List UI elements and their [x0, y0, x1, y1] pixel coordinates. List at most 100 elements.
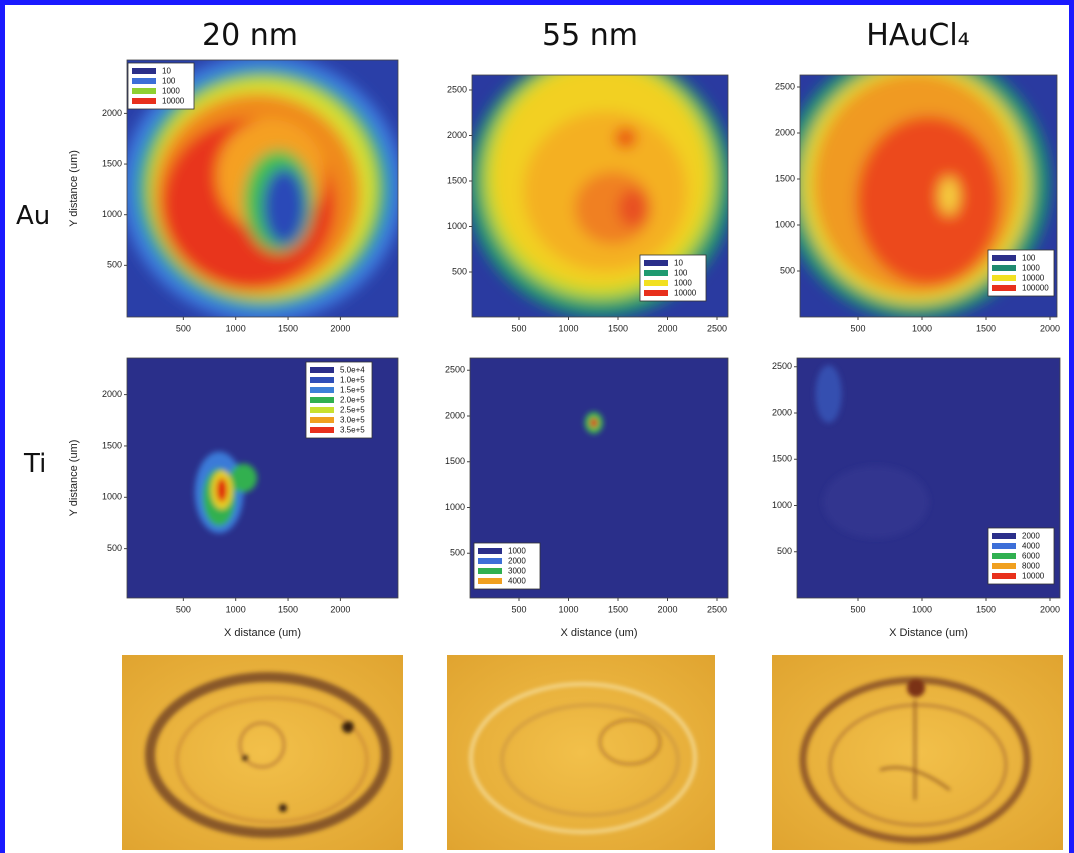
legend-label: 4000: [1022, 542, 1040, 551]
heatmap-region: [939, 177, 960, 216]
legend-swatch: [310, 407, 334, 413]
legend-label: 10000: [1022, 572, 1045, 581]
x-tick-label: 1500: [976, 323, 996, 333]
y-tick-label: 1500: [445, 456, 465, 466]
x-tick-label: 500: [511, 604, 526, 614]
legend-label: 2.5e+5: [340, 406, 365, 415]
legend-label: 2.0e+5: [340, 396, 365, 405]
legend-label: 1.0e+5: [340, 376, 365, 385]
y-axis-label: Y distance (um): [68, 440, 80, 517]
column-title: 55 nm: [542, 18, 638, 53]
y-tick-label: 500: [107, 260, 122, 270]
heatmap-region: [590, 418, 598, 428]
y-tick-label: 500: [452, 266, 467, 276]
legend-swatch: [992, 265, 1016, 271]
x-axis-label: X Distance (um): [889, 627, 968, 639]
figure: 20 nm 55 nm HAuCl₄ Au 2000 1500 1000 500 500 1000…: [0, 0, 1074, 853]
legend-label: 1000: [674, 279, 692, 288]
y-tick-label: 1500: [102, 440, 122, 450]
y-tick-label: 2000: [102, 108, 122, 118]
y-tick-label: 2500: [445, 365, 465, 375]
legend-swatch: [478, 568, 502, 574]
legend-swatch: [644, 260, 668, 266]
x-tick-label: 2000: [330, 323, 350, 333]
y-tick-label: 2500: [447, 84, 467, 94]
y-tick-label: 1500: [102, 158, 122, 168]
y-tick-label: 500: [107, 543, 122, 553]
legend-swatch: [478, 548, 502, 554]
legend-swatch: [310, 397, 334, 403]
legend-label: 100: [674, 269, 688, 278]
y-tick-label: 2000: [775, 127, 795, 137]
legend-swatch: [310, 387, 334, 393]
legend-label: 10000: [674, 289, 697, 298]
heatmap-region: [857, 116, 1001, 285]
x-tick-label: 1000: [226, 323, 246, 333]
photo: [447, 655, 715, 850]
y-tick-label: 1000: [447, 221, 467, 231]
y-tick-label: 2000: [772, 407, 792, 417]
legend-label: 5.0e+4: [340, 366, 365, 375]
x-tick-label: 1000: [912, 323, 932, 333]
legend-label: 100000: [1022, 284, 1049, 293]
photos: [122, 655, 1063, 850]
x-tick-label: 2000: [1040, 604, 1060, 614]
legend-swatch: [132, 88, 156, 94]
x-tick-label: 1500: [608, 604, 628, 614]
x-tick-label: 2500: [707, 604, 727, 614]
legend-swatch: [992, 255, 1016, 261]
legend-swatch: [992, 533, 1016, 539]
legend-swatch: [310, 377, 334, 383]
legend-label: 8000: [1022, 562, 1040, 571]
legend-swatch: [310, 417, 334, 423]
photo: [772, 655, 1063, 850]
column-title: HAuCl₄: [866, 18, 969, 53]
row-label: Ti: [23, 449, 46, 479]
y-tick-label: 2500: [775, 81, 795, 91]
x-axis-label: X distance (um): [224, 627, 301, 639]
photo: [122, 655, 403, 850]
y-tick-label: 1500: [772, 454, 792, 464]
heatmap-region: [263, 168, 306, 245]
x-tick-label: 1500: [278, 604, 298, 614]
heatmap-region: [615, 128, 635, 147]
legend-label: 10: [674, 259, 683, 268]
y-axis-label: Y distance (um): [68, 150, 80, 227]
x-tick-label: 2000: [657, 604, 677, 614]
x-tick-label: 1500: [278, 323, 298, 333]
legend-swatch: [132, 98, 156, 104]
panel: 2500200015001000500500100015002000250010…: [447, 51, 733, 334]
x-tick-label: 500: [176, 323, 191, 333]
legend-label: 1000: [1022, 264, 1040, 273]
y-tick-label: 1000: [775, 219, 795, 229]
legend-swatch: [310, 367, 334, 373]
y-tick-label: 2000: [102, 389, 122, 399]
legend-swatch: [478, 578, 502, 584]
legend-label: 4000: [508, 577, 526, 586]
legend-label: 3000: [508, 567, 526, 576]
x-tick-label: 500: [850, 323, 865, 333]
x-tick-label: 2000: [1040, 323, 1060, 333]
column-title: 20 nm: [202, 18, 298, 53]
page: 20 nm 55 nm HAuCl₄ Au 2000 1500 1000 500 500 1000…: [0, 0, 1074, 853]
legend-swatch: [992, 543, 1016, 549]
x-tick-label: 1000: [226, 604, 246, 614]
legend-swatch: [992, 573, 1016, 579]
legend-swatch: [992, 553, 1016, 559]
row-label: Au: [16, 201, 50, 231]
legend-swatch: [644, 270, 668, 276]
y-tick-label: 500: [777, 546, 792, 556]
y-tick-label: 1000: [102, 209, 122, 219]
x-tick-label: 1000: [912, 604, 932, 614]
legend-label: 1000: [508, 547, 526, 556]
x-tick-label: 2500: [707, 323, 727, 333]
x-axis-label: X distance (um): [560, 627, 637, 639]
y-tick-label: 1500: [775, 173, 795, 183]
